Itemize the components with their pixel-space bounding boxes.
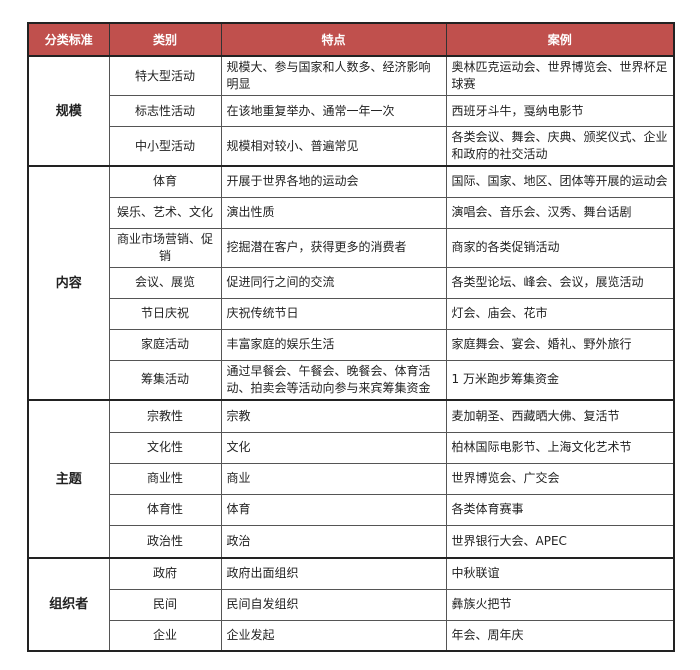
category-cell: 节日庆祝 [108, 297, 222, 330]
example-cell: 中秋联谊 [445, 557, 675, 590]
feature-cell: 政府出面组织 [220, 557, 447, 590]
example-cell: 商家的各类促销活动 [445, 227, 675, 268]
category-cell: 家庭活动 [108, 328, 222, 361]
category-cell: 商业性 [108, 462, 222, 495]
group-label: 组织者 [27, 557, 110, 652]
feature-cell: 企业发起 [220, 619, 447, 652]
header-example: 案例 [445, 22, 675, 57]
table-row: 组织者 政府 政府出面组织 中秋联谊 [27, 557, 675, 652]
table-row: 中小型活动 规模相对较小、普遍常见 各类会议、舞会、庆典、颁奖仪式、企业和政府的社交… [28, 126, 675, 167]
group-label: 主题 [27, 399, 110, 559]
example-cell: 国际、国家、地区、团体等开展的运动会 [445, 165, 675, 198]
table-row: 政治性 政治 世界银行大会、APEC [28, 524, 675, 559]
example-cell: 彝族火把节 [445, 588, 675, 621]
feature-cell: 丰富家庭的娱乐生活 [220, 328, 447, 361]
table-row: 企业 企业发起 年会、周年庆 [28, 619, 675, 652]
feature-cell: 民间自发组织 [220, 588, 447, 621]
feature-cell: 通过早餐会、午餐会、晚餐会、体育活动、拍卖会等活动向参与来宾筹集资金 [220, 359, 447, 401]
example-cell: 世界博览会、广交会 [445, 462, 675, 495]
example-cell: 年会、周年庆 [445, 619, 675, 652]
category-cell: 政治性 [108, 524, 222, 559]
table-row: 内容 体育 开展于世界各地的运动会 国际、国家、地区、团体等开展的运动会 [27, 165, 675, 401]
category-cell: 标志性活动 [108, 95, 222, 127]
table-row: 民间 民间自发组织 彝族火把节 [28, 588, 675, 621]
category-cell: 政府 [108, 557, 222, 590]
category-cell: 特大型活动 [108, 55, 222, 96]
category-cell: 娱乐、艺术、文化 [108, 196, 222, 229]
table-row: 会议、展览 促进同行之间的交流 各类型论坛、峰会、会议，展览活动 [28, 266, 675, 299]
header-row: 分类标准 类别 特点 案例 [27, 22, 675, 57]
table-row: 商业性 商业 世界博览会、广交会 [28, 462, 675, 495]
category-cell: 体育性 [108, 493, 222, 526]
example-cell: 麦加朝圣、西藏晒大佛、复活节 [445, 399, 675, 433]
category-cell: 体育 [108, 165, 222, 198]
feature-cell: 商业 [220, 462, 447, 495]
feature-cell: 政治 [220, 524, 447, 559]
category-cell: 会议、展览 [108, 266, 222, 299]
table-row: 商业市场营销、促销 挖掘潜在客户，获得更多的消费者 商家的各类促销活动 [28, 227, 675, 268]
table-row: 娱乐、艺术、文化 演出性质 演唱会、音乐会、汉秀、舞台话剧 [28, 196, 675, 229]
feature-cell: 促进同行之间的交流 [220, 266, 447, 299]
example-cell: 家庭舞会、宴会、婚礼、野外旅行 [445, 328, 675, 361]
category-cell: 民间 [108, 588, 222, 621]
category-cell: 文化性 [108, 431, 222, 464]
table-row: 筹集活动 通过早餐会、午餐会、晚餐会、体育活动、拍卖会等活动向参与来宾筹集资金 1 … [28, 359, 675, 401]
header-feature: 特点 [220, 22, 447, 57]
example-cell: 灯会、庙会、花市 [445, 297, 675, 330]
table-row: 主题 宗教性 宗教 麦加朝圣、西藏晒大佛、复活节 [27, 399, 675, 559]
example-cell: 奥林匹克运动会、世界博览会、世界杯足球赛 [445, 55, 675, 96]
example-cell: 各类体育赛事 [445, 493, 675, 526]
feature-cell: 在该地重复举办、通常一年一次 [220, 95, 447, 127]
feature-cell: 开展于世界各地的运动会 [220, 165, 447, 198]
example-cell: 演唱会、音乐会、汉秀、舞台话剧 [445, 196, 675, 229]
table-row: 节日庆祝 庆祝传统节日 灯会、庙会、花市 [28, 297, 675, 330]
table-row: 标志性活动 在该地重复举办、通常一年一次 西班牙斗牛，戛纳电影节 [28, 95, 675, 127]
group-label: 内容 [27, 165, 110, 401]
feature-cell: 宗教 [220, 399, 447, 433]
group-label: 规模 [27, 55, 110, 167]
table-row: 规模 特大型活动 规模大、参与国家和人数多、经济影响明显 奥林匹克运动会、世界博览会、… [27, 55, 675, 167]
feature-cell: 庆祝传统节日 [220, 297, 447, 330]
example-cell: 各类会议、舞会、庆典、颁奖仪式、企业和政府的社交活动 [445, 126, 675, 167]
category-cell: 中小型活动 [108, 126, 222, 167]
header-standard: 分类标准 [27, 22, 110, 57]
header-category: 类别 [108, 22, 222, 57]
example-cell: 世界银行大会、APEC [445, 524, 675, 559]
feature-cell: 演出性质 [220, 196, 447, 229]
table-row: 文化性 文化 柏林国际电影节、上海文化艺术节 [28, 431, 675, 464]
feature-cell: 规模大、参与国家和人数多、经济影响明显 [220, 55, 447, 96]
category-cell: 商业市场营销、促销 [108, 227, 222, 268]
category-cell: 筹集活动 [108, 359, 222, 401]
table-row: 家庭活动 丰富家庭的娱乐生活 家庭舞会、宴会、婚礼、野外旅行 [28, 328, 675, 361]
table-row: 体育性 体育 各类体育赛事 [28, 493, 675, 526]
feature-cell: 文化 [220, 431, 447, 464]
feature-cell: 体育 [220, 493, 447, 526]
event-classification-table: 分类标准 类别 特点 案例 规模 特大型活动 规模大、参与国家和人数多、经济影响明显… [27, 22, 675, 652]
example-cell: 西班牙斗牛，戛纳电影节 [445, 95, 675, 127]
example-cell: 各类型论坛、峰会、会议，展览活动 [445, 266, 675, 299]
example-cell: 柏林国际电影节、上海文化艺术节 [445, 431, 675, 464]
feature-cell: 规模相对较小、普遍常见 [220, 126, 447, 167]
example-cell: 1 万米跑步筹集资金 [445, 359, 675, 401]
category-cell: 企业 [108, 619, 222, 652]
category-cell: 宗教性 [108, 399, 222, 433]
feature-cell: 挖掘潜在客户，获得更多的消费者 [220, 227, 447, 268]
